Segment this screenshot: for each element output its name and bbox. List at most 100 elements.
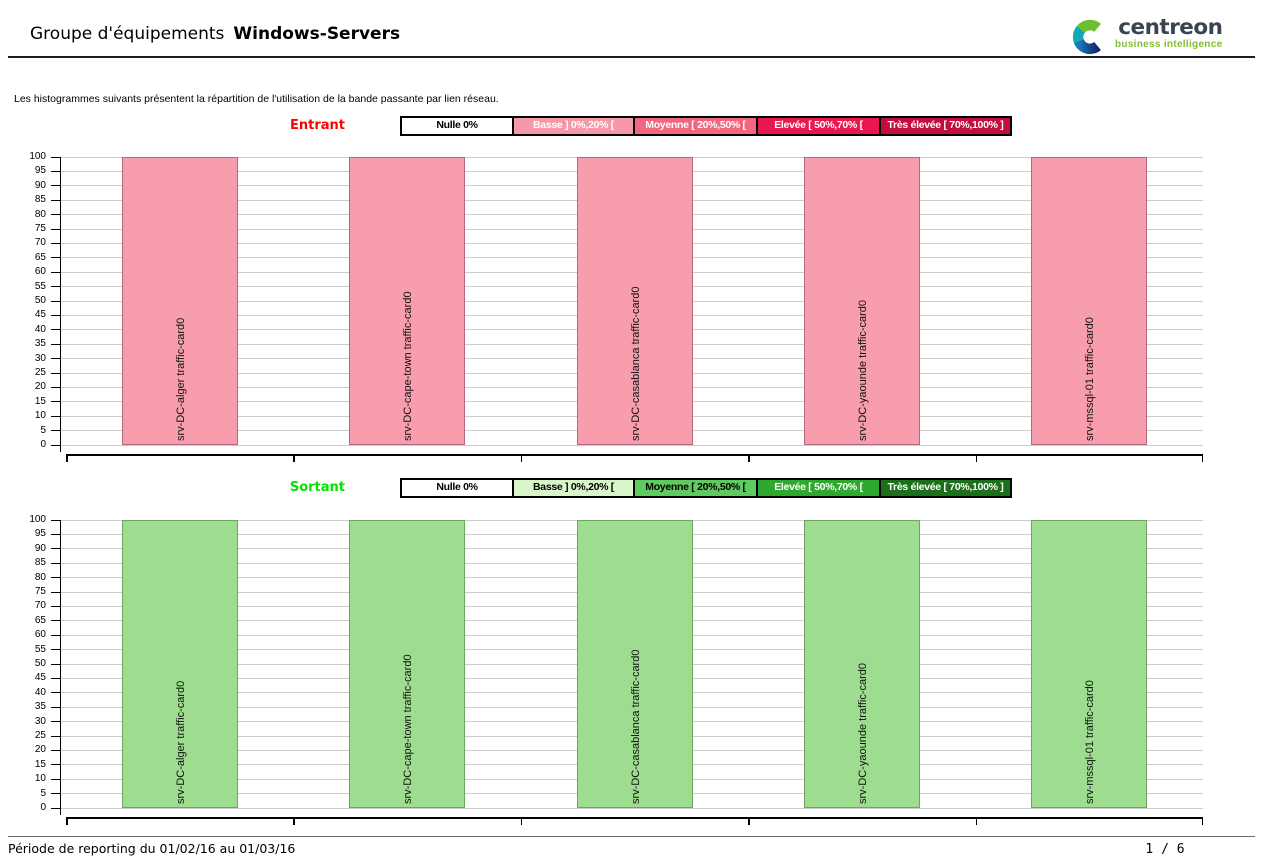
y-axis-tick bbox=[51, 242, 61, 244]
y-axis-tick bbox=[51, 329, 61, 331]
footer-divider bbox=[8, 836, 1255, 837]
x-axis-tick bbox=[1201, 454, 1203, 462]
y-axis-tick bbox=[51, 677, 61, 679]
bar: srv-DC-cape-town traffic-card0 bbox=[349, 157, 466, 445]
y-axis-label: 65 bbox=[34, 251, 46, 263]
x-axis-tick bbox=[520, 454, 523, 462]
y-axis-label: 85 bbox=[34, 194, 46, 206]
y-axis-tick bbox=[51, 692, 61, 694]
y-axis-tick bbox=[51, 548, 61, 550]
y-axis-label: 55 bbox=[34, 643, 46, 655]
y-axis-tick bbox=[51, 577, 61, 579]
y-axis-label: 75 bbox=[34, 223, 46, 234]
x-axis-tick bbox=[748, 817, 750, 825]
bar-label: srv-DC-cape-town traffic-card0 bbox=[402, 654, 415, 804]
y-axis-label: 100 bbox=[29, 514, 46, 525]
bar: srv-DC-alger traffic-card0 bbox=[121, 157, 238, 445]
y-axis-tick bbox=[51, 793, 61, 795]
y-axis-label: 20 bbox=[34, 744, 46, 756]
y-axis-tick bbox=[51, 199, 61, 201]
y-axis-label: 10 bbox=[34, 410, 46, 422]
y-axis-tick bbox=[51, 185, 61, 187]
y-axis-tick bbox=[51, 271, 61, 273]
plot-area: 100 95 90 85 80 75 70 65 60 55 50 45 40 35 30 25 20 15 10 5… bbox=[29, 514, 1203, 815]
y-axis-tick bbox=[51, 314, 61, 316]
y-axis-tick bbox=[51, 764, 61, 766]
bar: srv-DC-casablanca traffic-card0 bbox=[576, 157, 693, 445]
gridline bbox=[61, 444, 1203, 446]
x-axis-tick bbox=[66, 454, 68, 462]
legend-table: Nulle 0% Basse ] 0%,20% [Moyenne [ 20%,50… bbox=[400, 478, 1012, 498]
y-axis-tick bbox=[51, 358, 61, 360]
bar-label: srv-mssql-01 traffic-card0 bbox=[1084, 680, 1097, 804]
y-axis-tick bbox=[51, 401, 61, 403]
bar: srv-mssql-01 traffic-card0 bbox=[1031, 157, 1148, 445]
bar-label: srv-DC-yaounde traffic-card0 bbox=[856, 662, 869, 804]
bar-label: srv-DC-casablanca traffic-card0 bbox=[629, 286, 642, 441]
y-axis-label: 45 bbox=[34, 309, 46, 321]
y-axis-label: 60 bbox=[34, 266, 46, 278]
x-axis-line bbox=[66, 454, 1203, 456]
y-axis-tick bbox=[51, 257, 61, 259]
x-axis-tick bbox=[748, 454, 750, 462]
y-axis-tick bbox=[51, 634, 61, 636]
bar: srv-mssql-01 traffic-card0 bbox=[1031, 520, 1148, 808]
y-axis-label: 80 bbox=[34, 208, 46, 220]
y-axis-label: 25 bbox=[34, 367, 46, 378]
centreon-logo-text: centreon business intelligence bbox=[1115, 15, 1223, 51]
y-axis-tick bbox=[51, 721, 61, 723]
y-axis-tick bbox=[51, 386, 61, 388]
x-axis-tick bbox=[520, 817, 523, 825]
y-axis-tick bbox=[51, 533, 61, 535]
y-axis-label: 0 bbox=[40, 439, 46, 450]
y-axis-line bbox=[59, 157, 61, 452]
legend-cell: Moyenne [ 20%,50% [ bbox=[633, 116, 758, 136]
y-axis-label: 45 bbox=[34, 672, 46, 684]
y-axis-tick bbox=[51, 562, 61, 564]
bar-label: srv-DC-cape-town traffic-card0 bbox=[402, 291, 415, 441]
y-axis-tick bbox=[51, 214, 61, 216]
legend-cell: Basse ] 0%,20% [ bbox=[512, 116, 635, 136]
y-axis-label: 95 bbox=[34, 165, 46, 177]
reporting-period: Période de reporting du 01/02/16 au 01/0… bbox=[8, 841, 296, 856]
equipment-group-name: Windows-Servers bbox=[233, 24, 401, 44]
legend-cell: Basse ] 0%,20% [ bbox=[512, 478, 635, 498]
bar-label: srv-DC-yaounde traffic-card0 bbox=[856, 299, 869, 441]
x-axis-tick bbox=[293, 817, 295, 825]
bar-label: srv-mssql-01 traffic-card0 bbox=[1084, 317, 1097, 441]
y-axis-tick bbox=[51, 620, 61, 622]
legend-cell: Elevée [ 50%,70% [ bbox=[756, 478, 881, 498]
y-axis-tick bbox=[51, 735, 61, 737]
y-axis-tick bbox=[51, 649, 61, 651]
bar: srv-DC-alger traffic-card0 bbox=[121, 520, 238, 808]
legend-cell: Très élevée [ 70%,100% ] bbox=[879, 116, 1012, 136]
page-title-prefix: Groupe d'équipements bbox=[30, 24, 225, 44]
page-number: 1 / 6 bbox=[1145, 842, 1185, 857]
legend-cell: Nulle 0% bbox=[400, 478, 514, 498]
page-title: Groupe d'équipements Windows-Servers bbox=[30, 24, 400, 44]
x-axis-tick bbox=[293, 454, 295, 462]
y-axis-label: 40 bbox=[34, 323, 46, 335]
y-axis-label: 25 bbox=[34, 730, 46, 741]
gridline bbox=[61, 807, 1203, 809]
header-divider bbox=[8, 56, 1255, 58]
y-axis-label: 90 bbox=[34, 179, 46, 191]
bar: srv-DC-casablanca traffic-card0 bbox=[576, 520, 693, 808]
y-axis-tick bbox=[51, 444, 61, 446]
y-axis-label: 70 bbox=[34, 237, 46, 249]
x-axis-line bbox=[66, 817, 1203, 819]
y-axis-tick bbox=[51, 749, 61, 751]
chart-direction-label: Entrant bbox=[289, 118, 345, 133]
y-axis-label: 50 bbox=[34, 658, 46, 669]
bar-label: srv-DC-alger traffic-card0 bbox=[174, 680, 187, 804]
y-axis-label: 0 bbox=[40, 802, 46, 813]
y-axis-tick bbox=[51, 778, 61, 780]
y-axis-label: 70 bbox=[34, 600, 46, 612]
y-axis-tick bbox=[51, 430, 61, 432]
y-axis-label: 10 bbox=[34, 773, 46, 785]
legend-cell: Moyenne [ 20%,50% [ bbox=[633, 478, 758, 498]
centreon-brand-name: centreon bbox=[1118, 15, 1223, 40]
y-axis-tick bbox=[51, 300, 61, 302]
y-axis-label: 30 bbox=[34, 715, 46, 727]
y-axis-label: 5 bbox=[40, 787, 46, 799]
